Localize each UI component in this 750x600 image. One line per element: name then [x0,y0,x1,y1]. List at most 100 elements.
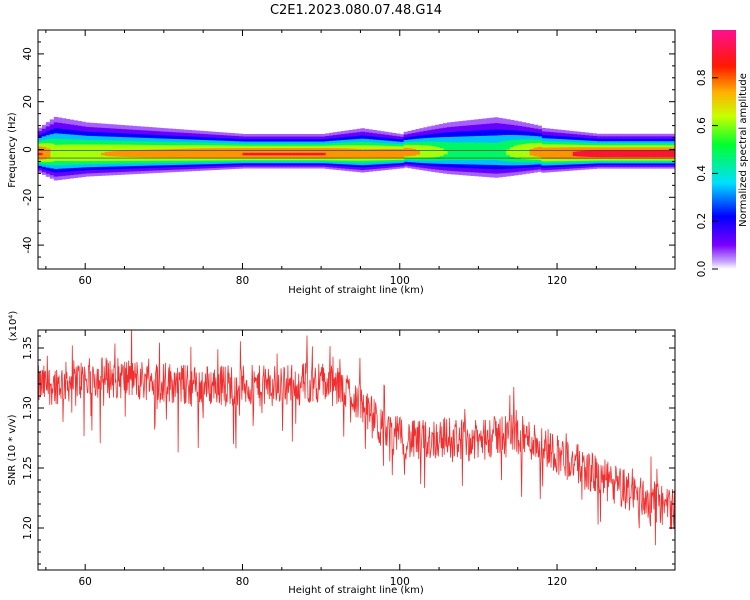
heatmap-cell [533,147,538,157]
heatmap-cell [269,152,275,156]
heatmap-cell [214,148,220,159]
heatmap-cell [525,143,531,160]
heatmap-cell [407,148,413,157]
heatmap-cell [458,142,464,161]
heatmap-cell [564,147,570,160]
heatmap-cell [505,149,511,156]
heatmap-cell [93,144,98,162]
heatmap-cell [647,150,653,158]
heatmap-cell [356,149,362,158]
heatmap-cell [218,148,224,159]
heatmap-cell [482,142,487,160]
heatmap-cell [470,142,476,161]
x-tick-label: 80 [236,576,249,588]
heatmap-cell [600,150,605,158]
heatmap-cell [336,148,342,159]
heatmap-cell [266,152,271,156]
heatmap-cell [53,144,59,161]
heatmap-cell [112,151,118,157]
heatmap-cell [332,148,338,159]
heatmap-cell [616,150,621,158]
heatmap-cell [619,150,625,158]
heatmap-cell [372,149,377,158]
heatmap-cell [49,143,55,162]
y-tick-label: 40 [22,47,34,60]
heatmap-cell [541,147,546,159]
snr-x-ticks: 60 80 100 120 [45,330,676,588]
heatmap-cell [380,149,385,158]
colorbar-tick-label: 0.4 [696,165,708,182]
heatmap-cell [100,152,106,156]
heatmap-cell [501,141,507,162]
heatmap-cell [96,144,102,162]
colorbar-tick-label: 0.8 [696,69,708,86]
heatmap-cell [513,145,519,158]
heatmap-cell [474,142,479,161]
heatmap-cell [643,150,649,158]
heatmap-cell [305,152,310,156]
heatmap-cell [423,145,428,159]
heatmap-cell [584,150,590,157]
heatmap-cell [293,152,299,156]
colorbar: 0.0 0.2 0.4 0.6 0.8 Normalized spectral ampl… [696,30,749,277]
spectrogram-y-ticks: 40 20 0 -20 -40 [22,29,675,270]
heatmap-cell [155,149,161,158]
heatmap-cell [560,147,566,160]
y-tick-label: -20 [22,189,34,206]
heatmap-cell [136,150,141,158]
y-tick-label: 0 [22,146,34,153]
heatmap-cell [403,147,409,157]
heatmap-cell [576,151,582,157]
heatmap-cell [116,150,122,157]
heatmap-cell [340,148,346,159]
heatmap-cell [100,144,106,162]
heatmap-cell [667,150,672,158]
colorbar-tick-label: 0.0 [696,261,708,278]
heatmap-cell [435,146,440,157]
heatmap-cell [655,150,660,158]
heatmap-cell [273,152,279,156]
heatmap-cell [317,152,322,156]
heatmap-cell [187,148,192,159]
heatmap-cell [328,148,334,159]
snr-y-scale-label: (x10⁴) [8,311,19,342]
y-tick-label: -40 [22,237,34,254]
heatmap-cell [608,150,613,158]
heatmap-cell [73,144,78,162]
heatmap-cell [65,144,71,162]
heatmap-cell [545,147,550,159]
colorbar-ticks: 0.0 0.2 0.4 0.6 0.8 [696,69,718,277]
y-tick-label: 1.20 [22,516,34,539]
heatmap-cell [580,150,586,157]
heatmap-cell [478,142,483,161]
heatmap-cell [195,148,200,159]
heatmap-cell [509,146,515,157]
figure-title: C2E1.2023.080.07.48.G14 [270,3,442,18]
heatmap-cell [572,151,578,157]
snr-y-ticks: 1.35 1.30 1.25 1.20 [22,335,675,565]
snr-frame [37,329,676,571]
heatmap-cell [128,150,133,158]
heatmap-cell [159,149,165,158]
heatmap-cell [179,148,185,159]
heatmap-cell [226,148,232,159]
heatmap-cell [175,148,181,159]
heatmap-cell [124,150,130,157]
heatmap-cell [344,148,350,159]
heatmap-cell [553,147,558,160]
heatmap-cell [364,149,369,158]
heatmap-cell [592,150,597,158]
heatmap-cell [446,142,452,161]
heatmap-cell [321,152,326,156]
heatmap-cell [651,150,656,158]
heatmap-cell [234,148,240,159]
heatmap-level-7 [38,150,675,158]
heatmap-cell [250,152,255,156]
heatmap-cell [313,152,318,156]
heatmap-cell [183,148,189,159]
snr-series-line [38,330,675,546]
colorbar-label: Normalized spectral amplitude [738,73,749,227]
heatmap-cell [588,150,594,157]
heatmap-cell [391,148,397,158]
colorbar-tick-label: 0.6 [696,117,708,134]
